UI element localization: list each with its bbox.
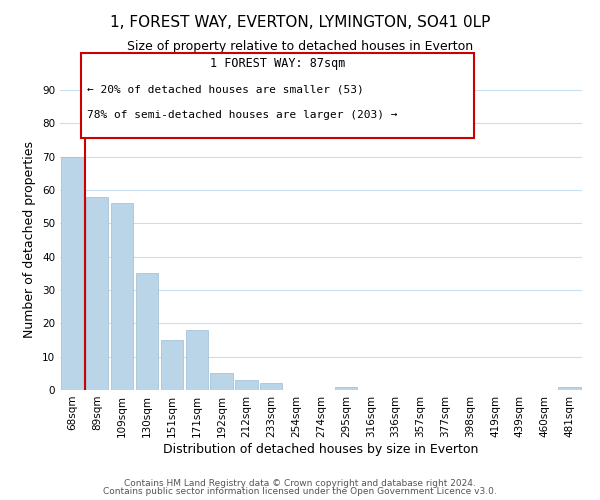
Bar	[111, 204, 133, 390]
Bar	[61, 156, 83, 390]
Text: 78% of semi-detached houses are larger (203) →: 78% of semi-detached houses are larger (…	[87, 110, 398, 120]
Text: Contains public sector information licensed under the Open Government Licence v3: Contains public sector information licen…	[103, 487, 497, 496]
Text: ← 20% of detached houses are smaller (53): ← 20% of detached houses are smaller (53…	[87, 85, 364, 95]
Bar	[211, 374, 233, 390]
Bar	[185, 330, 208, 390]
Text: 1 FOREST WAY: 87sqm: 1 FOREST WAY: 87sqm	[210, 58, 345, 70]
Bar	[559, 386, 581, 390]
Bar	[335, 386, 357, 390]
Bar	[235, 380, 257, 390]
Text: Size of property relative to detached houses in Everton: Size of property relative to detached ho…	[127, 40, 473, 53]
Text: 1, FOREST WAY, EVERTON, LYMINGTON, SO41 0LP: 1, FOREST WAY, EVERTON, LYMINGTON, SO41 …	[110, 15, 490, 30]
X-axis label: Distribution of detached houses by size in Everton: Distribution of detached houses by size …	[163, 442, 479, 456]
Text: Contains HM Land Registry data © Crown copyright and database right 2024.: Contains HM Land Registry data © Crown c…	[124, 478, 476, 488]
Bar	[161, 340, 183, 390]
Bar	[136, 274, 158, 390]
Y-axis label: Number of detached properties: Number of detached properties	[23, 142, 37, 338]
Bar	[86, 196, 109, 390]
Bar	[260, 384, 283, 390]
